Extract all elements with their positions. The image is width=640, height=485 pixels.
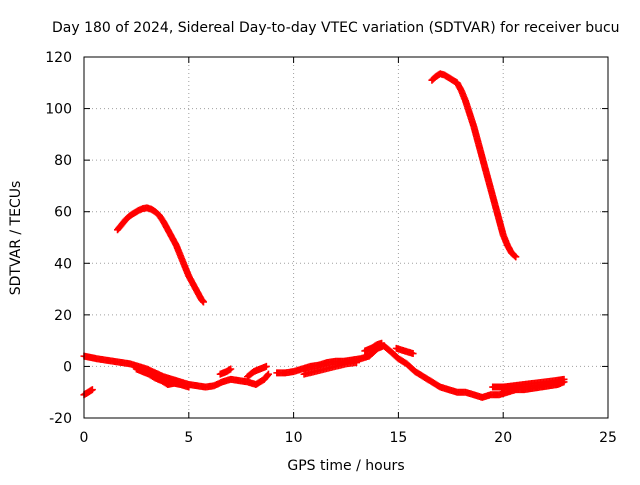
data-point	[264, 370, 272, 378]
data-point	[378, 339, 386, 347]
data-point	[409, 350, 417, 358]
series-low-arc-c	[132, 365, 193, 391]
data-point	[560, 375, 568, 383]
x-tick-label: 0	[80, 430, 89, 446]
y-tick-label: 100	[45, 102, 72, 118]
x-tick-label: 15	[389, 430, 407, 446]
y-tick-label: 80	[54, 153, 72, 169]
y-tick-label: -20	[49, 411, 72, 427]
data-layer	[80, 70, 568, 401]
data-point	[185, 383, 193, 391]
chart-title: Day 180 of 2024, Sidereal Day-to-day VTE…	[52, 20, 620, 36]
x-tick-label: 20	[494, 430, 512, 446]
data-point	[511, 252, 519, 260]
series-low-arc-g	[300, 359, 360, 378]
data-point	[262, 362, 270, 370]
series-low-arc-j	[489, 375, 568, 391]
y-tick-label: 40	[54, 256, 72, 272]
data-point	[264, 371, 272, 379]
y-tick-label: 60	[54, 205, 72, 221]
x-tick-label: 10	[285, 430, 303, 446]
data-point	[199, 298, 207, 306]
y-tick-label: 120	[45, 50, 72, 66]
series-low-arc-a	[80, 386, 96, 399]
series-low-arc-d	[216, 365, 235, 378]
grid-layer	[84, 57, 608, 418]
data-point	[512, 253, 520, 261]
series-arc-early-morning	[114, 204, 207, 306]
x-tick-label: 5	[184, 430, 193, 446]
series-low-arc-f	[273, 342, 568, 401]
x-axis-label: GPS time / hours	[287, 458, 404, 474]
series-low-arc-e	[243, 362, 270, 381]
plot-border	[83, 56, 609, 419]
y-tick-label: 0	[63, 359, 72, 375]
y-tick-label: 20	[54, 308, 72, 324]
data-point	[227, 365, 235, 373]
data-point	[88, 386, 96, 394]
series-arc-afternoon	[428, 70, 520, 261]
ticks-layer: 0 5 10 15 20 25 -20 0 20 40 60 80 100 120	[45, 50, 617, 446]
data-point	[352, 359, 360, 367]
x-tick-label: 25	[599, 430, 617, 446]
series-low-arc-h	[361, 339, 386, 355]
series-low-arc-i	[392, 344, 417, 358]
y-axis-label: SDTVAR / TECUs	[8, 181, 24, 296]
